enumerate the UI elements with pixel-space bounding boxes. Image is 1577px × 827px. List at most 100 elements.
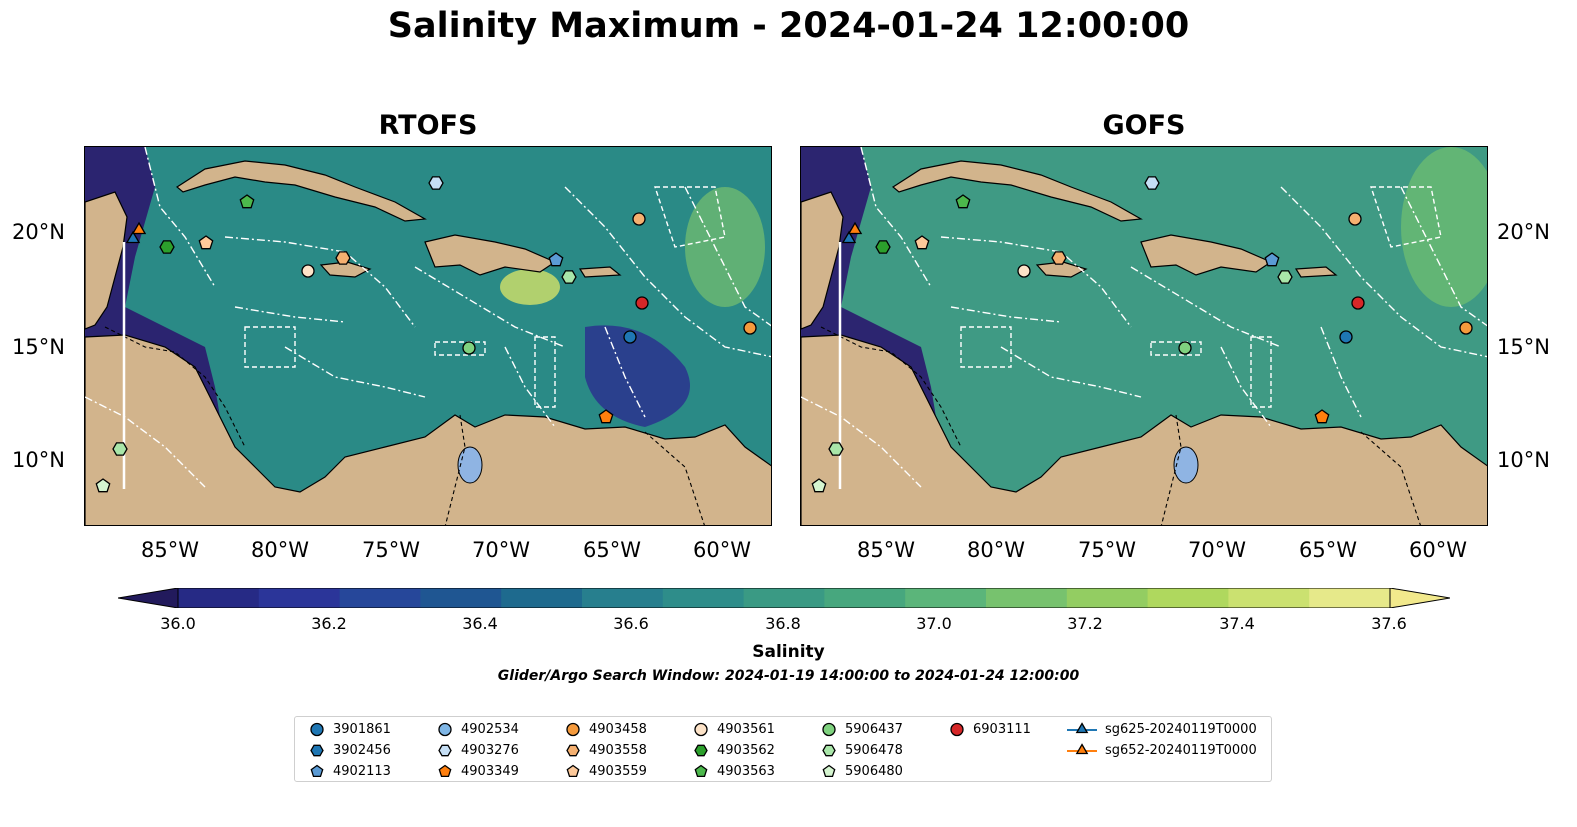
legend-label: 6903111: [973, 721, 1031, 737]
map-plot-area[interactable]: [800, 146, 1488, 526]
lat-label: 15°N: [1497, 335, 1550, 359]
land-polygon: [891, 160, 1143, 222]
float-marker-6903111: [1351, 296, 1365, 310]
float-marker-4903561: [301, 264, 315, 278]
lon-label: 70°W: [1188, 538, 1246, 562]
legend-marker-circle: [822, 722, 836, 737]
legend-label: 4902113: [333, 763, 391, 779]
legend-label: 4903349: [461, 763, 519, 779]
legend-marker-triangle: [1075, 722, 1089, 734]
legend: 3901861 3902456 4902113 4902534 4903276 49033…: [294, 716, 1272, 782]
legend-marker-hexagon: [822, 744, 836, 757]
land-polygon: [424, 234, 557, 276]
legend-label: 4903276: [461, 742, 519, 758]
high-salinity-patch: [500, 269, 560, 305]
colorbar-segment: [743, 588, 825, 608]
legend-marker-pentagon: [438, 764, 452, 778]
legend-label: 4903561: [717, 721, 775, 737]
eez-boundary: [654, 186, 726, 248]
legend-item: 5906437: [821, 721, 903, 737]
colorbar-segment: [582, 588, 664, 608]
legend-item: 4902534: [437, 721, 519, 737]
legend-label: 4903563: [717, 763, 775, 779]
legend-label: sg625-20240119T0000: [1105, 721, 1257, 737]
legend-item: 4903558: [565, 742, 647, 758]
eez-boundary: [960, 326, 1012, 368]
colorbar-segment: [905, 588, 987, 608]
colorbar-segment: [1147, 588, 1229, 608]
colorbar-tick: 36.4: [462, 614, 498, 633]
country-border: [1360, 431, 1421, 525]
colorbar-tick: 36.2: [311, 614, 347, 633]
lat-label: 10°N: [12, 448, 65, 472]
float-marker-4903563: [955, 194, 971, 209]
legend-marker-circle: [950, 722, 964, 737]
legend-marker-circle: [566, 722, 580, 737]
float-marker-4903562: [159, 240, 175, 254]
legend-label: 5906480: [845, 763, 903, 779]
float-marker-4903458: [1459, 321, 1473, 335]
figure-title: Salinity Maximum - 2024-01-24 12:00:00: [387, 6, 1190, 46]
float-marker-5906480: [95, 478, 111, 493]
colorbar-segment: [1066, 588, 1149, 608]
colorbar-over-arrow: [1389, 587, 1451, 609]
legend-label: 4903559: [589, 763, 647, 779]
lon-label: 60°W: [693, 538, 751, 562]
float-marker-sg625-20240119T0000: [841, 230, 857, 244]
land-polygon: [1294, 266, 1338, 278]
map-plot-area[interactable]: [84, 146, 772, 526]
country-border: [104, 326, 246, 448]
legend-label: 5906478: [845, 742, 903, 758]
float-marker-4903276: [1144, 176, 1160, 190]
lon-label: 60°W: [1409, 538, 1467, 562]
legend-marker-hexagon: [310, 744, 324, 757]
float-marker-4903558: [1051, 251, 1067, 265]
float-marker-4903349: [1314, 409, 1330, 424]
float-marker-6903111: [635, 296, 649, 310]
land-polygon: [801, 191, 844, 330]
eez-boundary: [1370, 186, 1442, 248]
legend-label: 3902456: [333, 742, 391, 758]
map-panel-rtofs: RTOFS: [84, 110, 772, 528]
float-marker-4903558: [1348, 212, 1362, 226]
legend-marker-triangle: [1075, 743, 1089, 755]
colorbar-segment: [501, 588, 583, 608]
float-marker-3901861: [1339, 330, 1353, 344]
eez-boundary: [1000, 346, 1142, 398]
legend-marker-pentagon: [694, 764, 708, 778]
colorbar-segment: [1228, 588, 1310, 608]
colorbar-segment: [1309, 588, 1391, 608]
lat-label: 10°N: [1497, 448, 1550, 472]
colorbar-segment: [824, 588, 906, 608]
eez-boundary: [684, 186, 771, 327]
float-marker-sg652-20240119T0000: [847, 221, 863, 235]
eez-boundary: [504, 346, 556, 428]
land-polygon: [801, 334, 1487, 525]
search-window-text: Glider/Argo Search Window: 2024-01-19 14…: [497, 668, 1080, 684]
lon-label: 80°W: [251, 538, 309, 562]
country-border: [1160, 414, 1182, 525]
legend-label: 5906437: [845, 721, 903, 737]
lon-label: 80°W: [967, 538, 1025, 562]
float-marker-4903559: [198, 235, 214, 250]
colorbar-label: Salinity: [752, 642, 825, 662]
lon-label: 85°W: [141, 538, 199, 562]
legend-label: 4903458: [589, 721, 647, 737]
legend-marker-pentagon: [566, 764, 580, 778]
colorbar-segment: [178, 588, 260, 608]
float-marker-5906478: [828, 442, 844, 456]
float-marker-5906478: [1277, 270, 1293, 284]
eez-boundary: [1130, 266, 1282, 348]
lake-maracaibo: [457, 446, 483, 484]
colorbar-segment: [986, 588, 1068, 608]
float-marker-4903562: [875, 240, 891, 254]
eez-boundary: [950, 306, 1062, 323]
eez-boundary: [1320, 326, 1362, 418]
legend-item: 3901861: [309, 721, 391, 737]
float-marker-4903559: [914, 235, 930, 250]
lon-label: 65°W: [583, 538, 641, 562]
eez-boundary: [604, 326, 646, 418]
float-marker-4903349: [598, 409, 614, 424]
float-marker-4903276: [428, 176, 444, 190]
float-marker-4903558: [335, 251, 351, 265]
